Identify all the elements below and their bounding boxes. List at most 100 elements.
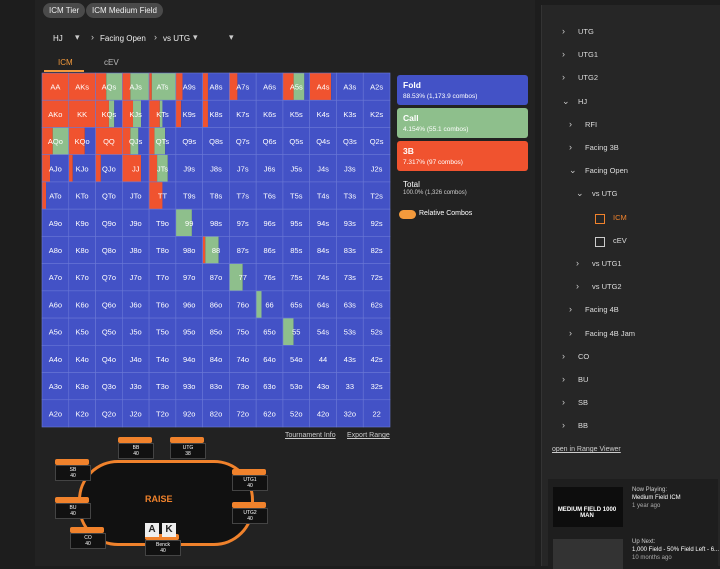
- hand-label: 42o: [317, 409, 330, 418]
- hand-label: T5s: [290, 192, 303, 201]
- strategy-segment: [46, 181, 69, 210]
- tree-item[interactable]: RFI: [585, 119, 598, 129]
- strategy-segment: [175, 236, 203, 264]
- tree-item[interactable]: UTG1: [578, 50, 599, 60]
- tree-item[interactable]: cEV: [613, 235, 627, 245]
- tree-item[interactable]: BB: [578, 421, 589, 431]
- hand-label: Q5s: [289, 137, 303, 146]
- tree-item[interactable]: SB: [578, 398, 589, 408]
- strategy-segment: [202, 345, 230, 373]
- strategy-segment: [122, 345, 150, 373]
- legend-item[interactable]: 3B 7.317% (97 combos): [397, 141, 528, 171]
- range-link[interactable]: open in Range Viewer: [552, 446, 621, 453]
- tree-item[interactable]: vs UTG2: [592, 282, 622, 292]
- strategy-segment: [42, 100, 69, 128]
- filter-button[interactable]: ICM Tier: [43, 3, 86, 18]
- legend-item[interactable]: Call 4.154% (55.1 combos): [397, 108, 528, 138]
- tree-item[interactable]: CO: [578, 351, 590, 361]
- hand-label: Q7s: [236, 137, 250, 146]
- hand-label: A9o: [49, 219, 62, 228]
- strategy-segment: [122, 290, 150, 319]
- link[interactable]: Tournament Info: [285, 432, 336, 439]
- chevron: ›: [562, 420, 565, 431]
- hand-label: K9s: [183, 110, 196, 119]
- tree-item[interactable]: vs UTG: [592, 189, 618, 199]
- hand-label: J8s: [210, 164, 222, 173]
- chevron: ›: [569, 118, 572, 129]
- hand-label: AA: [50, 83, 60, 92]
- selector[interactable]: HJ: [53, 34, 63, 43]
- hand-label: J6s: [264, 164, 276, 173]
- strategy-segment: [282, 290, 310, 319]
- hand-label: K5s: [290, 110, 303, 119]
- strategy-segment: [95, 372, 123, 400]
- tree-item[interactable]: vs UTG1: [592, 259, 622, 268]
- seat: Benck 40: [145, 540, 181, 556]
- strategy-segment: [42, 290, 69, 319]
- hand-label: QJo: [102, 164, 116, 173]
- strategy-segment: [229, 181, 257, 210]
- strategy-segment: [256, 372, 283, 400]
- legend-name: Call: [403, 113, 419, 123]
- strategy-segment: [122, 73, 131, 101]
- hand-label: T9o: [156, 219, 169, 228]
- seat: BU 40: [55, 503, 91, 519]
- strategy-segment: [229, 209, 257, 237]
- strategy-segment: [68, 73, 96, 101]
- strategy-segment: [202, 127, 230, 155]
- seat-name: UTG1: [243, 477, 257, 483]
- tree-item[interactable]: UTG: [578, 27, 594, 36]
- strategy-segment: [363, 318, 390, 346]
- strategy-segment: [293, 318, 310, 346]
- hand-label: QJs: [129, 137, 143, 146]
- tree-item[interactable]: Facing 3B: [585, 143, 619, 152]
- hand-label: 94o: [183, 355, 196, 364]
- strategy-segment: [95, 154, 101, 182]
- hand-label: 95o: [183, 328, 196, 337]
- tree-item[interactable]: Facing Open: [585, 166, 628, 176]
- hand-label: J9o: [130, 219, 142, 228]
- strategy-segment: [229, 290, 257, 319]
- hand-label: K6o: [75, 300, 88, 309]
- selector[interactable]: Facing Open: [100, 34, 146, 43]
- hand-label: K6s: [263, 110, 276, 119]
- hand-label: Q8s: [209, 137, 223, 146]
- strategy-segment: [42, 372, 69, 400]
- tab[interactable]: cEV: [104, 58, 119, 67]
- strategy-segment: [175, 127, 203, 155]
- hand-label: 92o: [183, 409, 196, 418]
- selector[interactable]: vs UTG: [163, 34, 191, 43]
- hand-label: T7o: [156, 273, 169, 282]
- tab[interactable]: ICM: [58, 58, 73, 67]
- filter-button[interactable]: ICM Medium Field: [86, 3, 163, 18]
- chevron: ›: [562, 49, 565, 60]
- tree-item[interactable]: BU: [578, 375, 589, 384]
- strategy-segment: [149, 372, 176, 400]
- tree-item[interactable]: HJ: [578, 96, 588, 106]
- hand-label: 98s: [210, 219, 222, 228]
- seat: UTG 38: [170, 443, 206, 459]
- hand-label: K7s: [236, 110, 249, 119]
- strategy-segment: [336, 73, 364, 101]
- strategy-segment: [52, 127, 69, 155]
- strategy-segment: [122, 154, 142, 182]
- strategy-segment: [100, 154, 123, 182]
- title[interactable]: 1,000 Field - 50% Field Left - 6...: [632, 547, 720, 553]
- title[interactable]: Medium Field ICM: [632, 495, 681, 501]
- strategy-segment: [256, 127, 283, 155]
- strategy-segment: [175, 181, 203, 210]
- tree-item[interactable]: UTG2: [578, 73, 599, 83]
- legend-item[interactable]: Fold 88.53% (1,173.9 combos): [397, 75, 528, 105]
- tree-item[interactable]: Facing 4B: [585, 305, 619, 315]
- toggle[interactable]: [399, 210, 416, 219]
- strategy-segment: [95, 318, 123, 346]
- strategy-segment: [207, 100, 230, 128]
- tree-item[interactable]: ICM: [613, 212, 627, 222]
- chevron: ▾: [193, 32, 198, 42]
- link[interactable]: Export Range: [347, 432, 390, 439]
- seat-top: [118, 437, 152, 443]
- tree-item[interactable]: Facing 4B Jam: [585, 328, 636, 338]
- chevron: ▾: [229, 32, 234, 42]
- legend-name: Fold: [403, 80, 421, 90]
- age: 1 year ago: [632, 503, 661, 509]
